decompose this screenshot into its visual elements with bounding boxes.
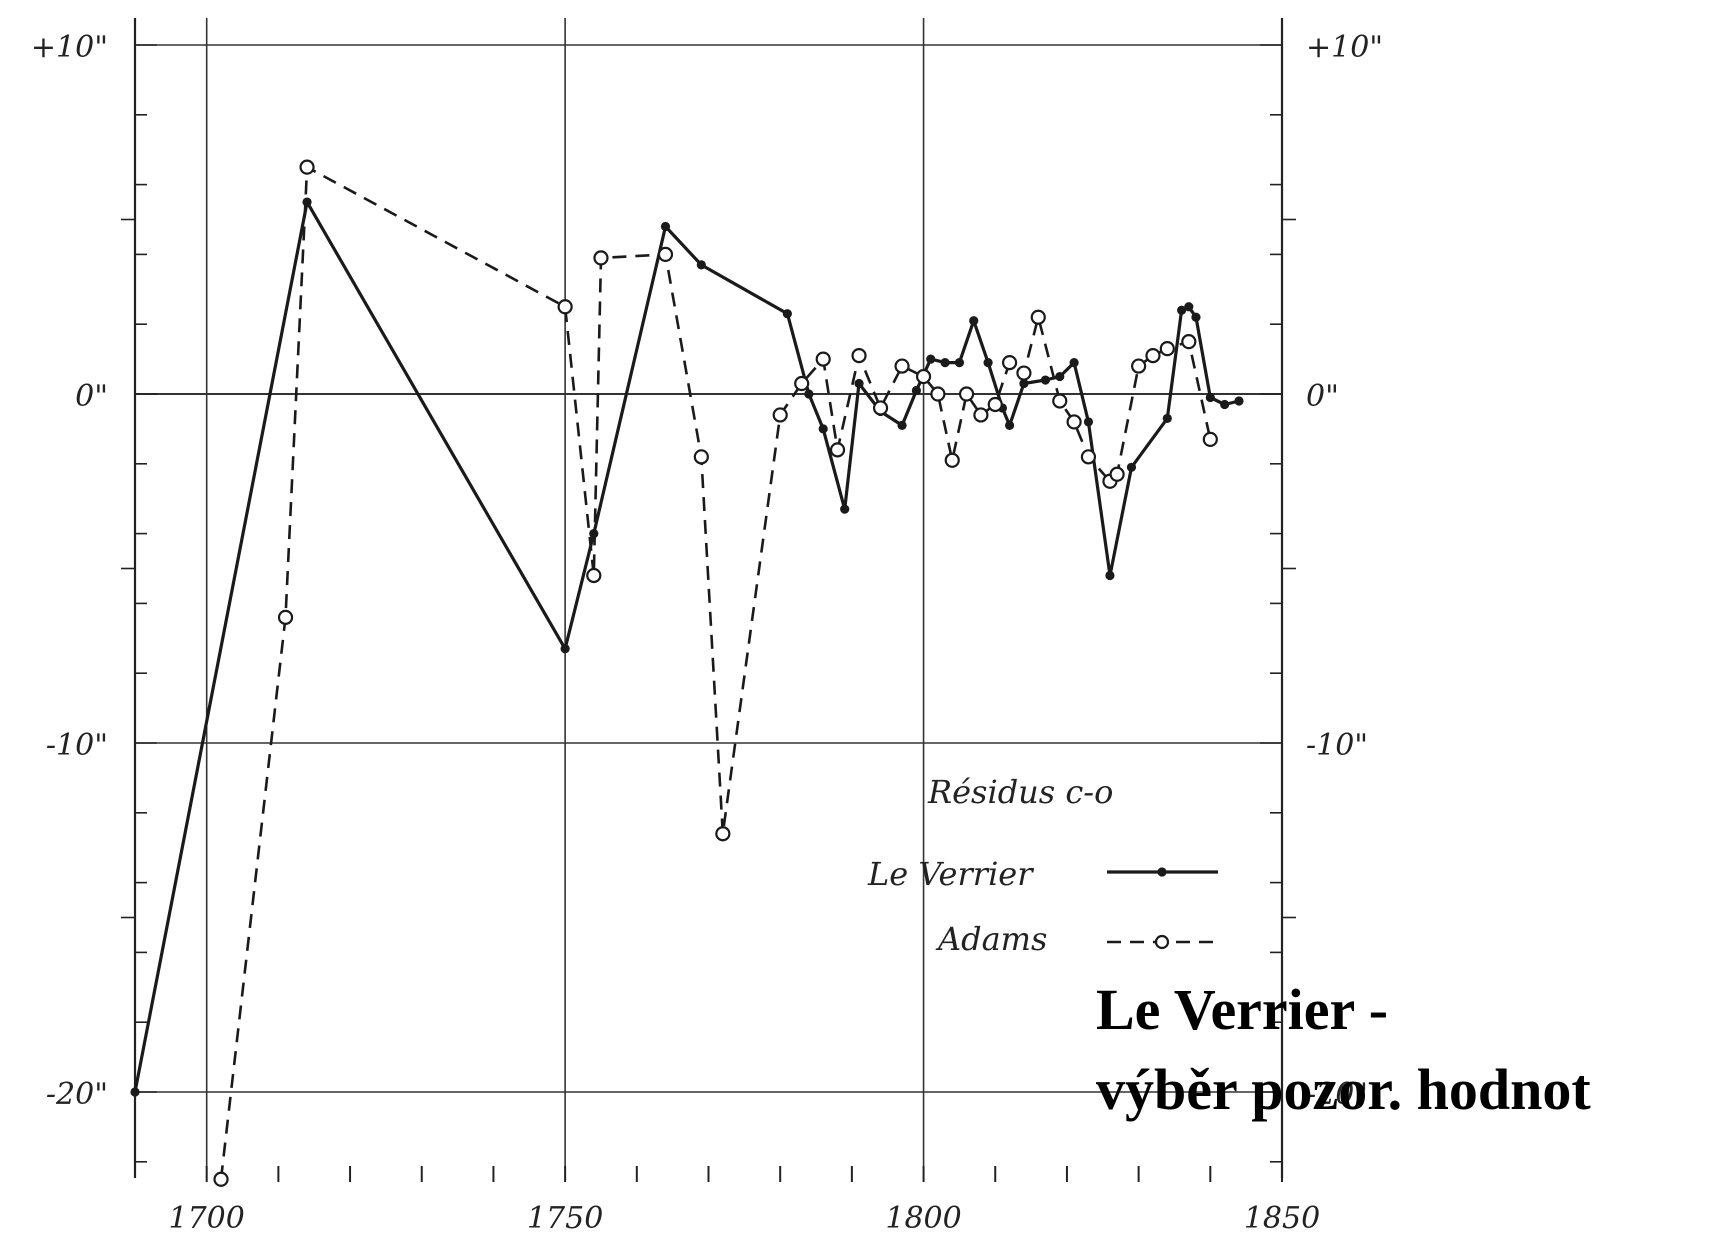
plot-frame bbox=[133, 18, 1284, 1178]
data-point bbox=[1205, 392, 1215, 403]
data-point bbox=[840, 504, 850, 514]
axis-ticks bbox=[121, 44, 1296, 1182]
data-point bbox=[1184, 302, 1194, 312]
data-point bbox=[1159, 341, 1175, 357]
data-point bbox=[657, 246, 674, 262]
legend-marker-le-verrier bbox=[1157, 867, 1167, 877]
data-point bbox=[1109, 466, 1125, 482]
data-point bbox=[1055, 371, 1065, 382]
data-point bbox=[1105, 570, 1115, 581]
caption-line-1: Le Verrier - bbox=[1096, 977, 1389, 1042]
data-point bbox=[944, 452, 960, 468]
data-point bbox=[772, 407, 788, 423]
data-point bbox=[1030, 309, 1046, 325]
data-point bbox=[969, 316, 979, 326]
data-point bbox=[940, 357, 950, 368]
data-point bbox=[1069, 357, 1079, 368]
data-point bbox=[1162, 413, 1172, 424]
data-point bbox=[1083, 417, 1094, 427]
left-ytick-label: 0" bbox=[75, 379, 108, 414]
grid-lines bbox=[135, 18, 1282, 1168]
series-adams bbox=[213, 159, 1218, 1187]
data-point bbox=[894, 358, 910, 374]
data-point bbox=[954, 357, 965, 368]
data-point bbox=[815, 351, 831, 367]
data-point bbox=[560, 644, 570, 654]
data-point bbox=[1004, 420, 1015, 431]
legend: Résidus c-o Le Verrier Adams bbox=[867, 773, 1218, 958]
data-point bbox=[1040, 375, 1051, 385]
data-point bbox=[782, 309, 792, 319]
data-point bbox=[277, 609, 294, 625]
data-point bbox=[987, 396, 1003, 413]
data-point bbox=[693, 449, 709, 465]
data-point bbox=[958, 386, 975, 402]
data-point bbox=[794, 375, 810, 392]
data-point bbox=[1016, 365, 1032, 381]
data-point bbox=[872, 400, 889, 416]
right-ytick-label: +10" bbox=[1306, 30, 1383, 65]
data-point bbox=[1131, 358, 1147, 374]
legend-label-le-verrier: Le Verrier bbox=[867, 855, 1034, 893]
data-point bbox=[973, 407, 989, 423]
data-point bbox=[302, 197, 312, 207]
data-point bbox=[818, 424, 828, 434]
legend-marker-adams bbox=[1154, 934, 1170, 950]
data-point bbox=[1234, 396, 1244, 406]
data-point bbox=[1181, 334, 1197, 350]
data-point bbox=[1202, 431, 1218, 447]
data-point bbox=[557, 299, 573, 315]
data-point bbox=[299, 159, 315, 175]
right-ytick-label: -10" bbox=[1306, 728, 1368, 763]
data-point bbox=[1220, 399, 1230, 410]
data-point bbox=[130, 1087, 140, 1097]
data-point bbox=[1080, 449, 1097, 465]
right-ytick-label: 0" bbox=[1306, 379, 1339, 414]
series-line bbox=[219, 165, 1212, 1180]
data-point bbox=[926, 354, 936, 364]
data-point bbox=[930, 386, 946, 402]
data-point bbox=[1052, 393, 1068, 409]
data-point bbox=[1126, 462, 1137, 472]
xtick-label: 1850 bbox=[1244, 1201, 1320, 1236]
data-point bbox=[1177, 305, 1187, 315]
xtick-label: 1750 bbox=[527, 1201, 603, 1236]
data-point bbox=[1191, 312, 1201, 322]
caption-line-2: výběr pozor. hodnot bbox=[1096, 1057, 1591, 1122]
data-point bbox=[1001, 354, 1018, 371]
xtick-label: 1700 bbox=[169, 1201, 245, 1236]
data-point bbox=[1019, 378, 1029, 389]
data-point bbox=[696, 260, 706, 270]
data-point bbox=[715, 826, 731, 842]
data-point bbox=[804, 389, 814, 399]
data-point bbox=[983, 357, 993, 368]
tick-labels: +10" 0" -10" -20" +10" 0" -10" -20" 1700 1750 1800… bbox=[31, 30, 1383, 1236]
right-ytick-label: -20" bbox=[1306, 1077, 1368, 1112]
data-point bbox=[586, 567, 602, 584]
data-point bbox=[1145, 348, 1161, 364]
legend-label-adams: Adams bbox=[935, 920, 1047, 958]
data-point bbox=[911, 385, 921, 396]
data-point bbox=[213, 1171, 229, 1187]
xtick-label: 1800 bbox=[885, 1201, 961, 1236]
data-point bbox=[829, 442, 846, 458]
data-series bbox=[130, 159, 1244, 1187]
series-line bbox=[133, 200, 1240, 1093]
left-ytick-label: -20" bbox=[46, 1077, 108, 1112]
data-point bbox=[897, 420, 907, 431]
data-point bbox=[851, 348, 867, 364]
left-ytick-label: -10" bbox=[46, 728, 108, 763]
data-point bbox=[854, 378, 864, 389]
overlay-caption: Le Verrier - výběr pozor. hodnot bbox=[1096, 970, 1591, 1130]
data-point bbox=[593, 250, 609, 266]
legend-title: Résidus c-o bbox=[927, 773, 1113, 811]
left-ytick-label: +10" bbox=[31, 30, 108, 65]
series-le-verrier bbox=[130, 197, 1244, 1097]
data-point bbox=[915, 368, 932, 385]
data-point bbox=[1066, 414, 1082, 430]
data-point bbox=[660, 221, 671, 232]
